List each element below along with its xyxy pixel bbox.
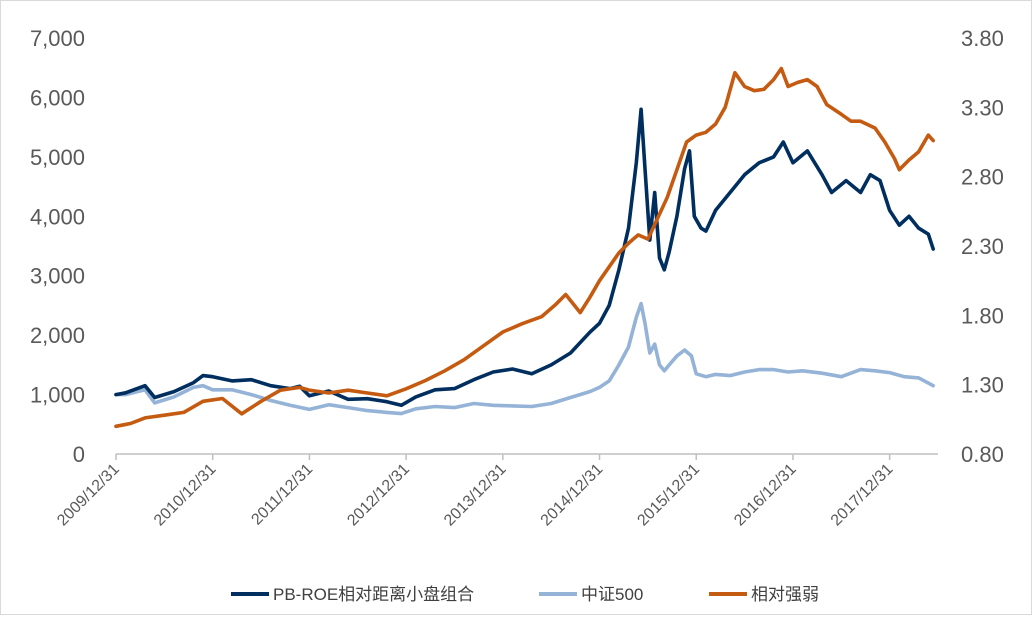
series-lines — [114, 66, 935, 429]
x-axis-tick-label: 2015/12/31 — [634, 461, 703, 530]
x-axis-tick-label: 2010/12/31 — [151, 461, 220, 530]
right-axis-ticks: 0.80 1.30 1.80 2.30 2.80 3.30 3.80 — [961, 26, 1004, 467]
x-axis-tick-label: 2009/12/31 — [54, 461, 123, 530]
x-axis-ticks: 2009/12/31 2010/12/31 2011/12/31 2012/12/31… — [54, 454, 897, 530]
left-axis-tick-label: 7,000 — [30, 26, 85, 51]
x-axis-tick-label: 2017/12/31 — [828, 461, 897, 530]
legend-label-0: PB-ROE相对距离小盘组合 — [273, 585, 474, 604]
x-axis-tick-label: 2012/12/31 — [344, 461, 413, 530]
x-axis-tick-label: 2013/12/31 — [441, 461, 510, 530]
legend: PB-ROE相对距离小盘组合 中证500 相对强弱 — [231, 585, 819, 604]
series-line-1 — [114, 301, 935, 416]
right-axis-tick-label: 3.80 — [961, 26, 1004, 51]
left-axis-tick-label: 2,000 — [30, 323, 85, 348]
left-axis-tick-label: 4,000 — [30, 204, 85, 229]
left-axis-tick-label: 0 — [73, 442, 85, 467]
x-axis-tick-label: 2016/12/31 — [731, 461, 800, 530]
right-axis-tick-label: 0.80 — [961, 442, 1004, 467]
legend-label-1: 中证500 — [581, 585, 643, 604]
left-axis-ticks: 0 1,000 2,000 3,000 4,000 5,000 6,000 7,000 — [30, 26, 85, 467]
right-axis-tick-label: 2.80 — [961, 165, 1004, 190]
left-axis-tick-label: 6,000 — [30, 85, 85, 110]
left-axis-tick-label: 1,000 — [30, 383, 85, 408]
right-axis-tick-label: 1.80 — [961, 303, 1004, 328]
right-axis-tick-label: 1.30 — [961, 373, 1004, 398]
left-axis-tick-label: 5,000 — [30, 145, 85, 170]
series-line-2 — [114, 66, 935, 429]
legend-label-2: 相对强弱 — [751, 585, 819, 604]
right-axis-tick-label: 2.30 — [961, 234, 1004, 259]
right-axis-tick-label: 3.30 — [961, 95, 1004, 120]
x-axis-tick-label: 2014/12/31 — [538, 461, 607, 530]
series-line-0 — [114, 107, 935, 408]
x-axis-tick-label: 2011/12/31 — [248, 461, 316, 529]
left-axis-tick-label: 3,000 — [30, 264, 85, 289]
